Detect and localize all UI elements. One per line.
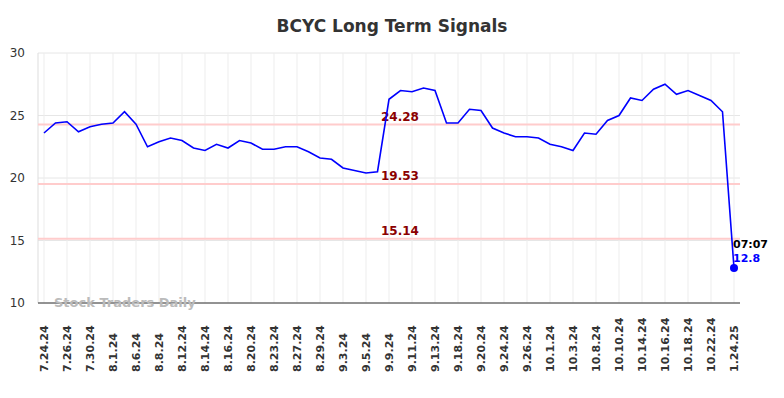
x-tick-label: 8.20.24 xyxy=(245,325,258,372)
time-label: 07:07 xyxy=(733,238,768,251)
grid-line xyxy=(136,53,137,303)
grid-line xyxy=(205,53,206,303)
grid-line xyxy=(90,53,91,303)
x-tick-label: 9.18.24 xyxy=(452,325,465,372)
grid-line xyxy=(619,53,620,303)
grid-line xyxy=(251,53,252,303)
grid-line xyxy=(228,53,229,303)
grid-line xyxy=(44,53,45,303)
x-tick-label: 7.24.24 xyxy=(38,325,51,372)
x-tick-label: 9.26.24 xyxy=(521,325,534,372)
grid-line xyxy=(458,53,459,303)
reference-line xyxy=(38,238,740,240)
x-tick-label: 8.8.24 xyxy=(153,333,166,372)
grid-line xyxy=(596,53,597,303)
x-tick-label: 10.1.24 xyxy=(544,325,557,372)
last-value-label: 12.8 xyxy=(733,252,760,265)
x-tick-label: 10.16.24 xyxy=(659,317,672,372)
y-axis xyxy=(38,53,39,303)
x-tick-label: 1.24.25 xyxy=(728,325,741,372)
grid-line xyxy=(642,53,643,303)
x-tick-label: 9.3.24 xyxy=(337,333,350,372)
x-tick-label: 8.27.24 xyxy=(291,325,304,372)
x-tick-label: 9.5.24 xyxy=(360,333,373,372)
grid-line xyxy=(527,53,528,303)
y-tick-label: 10 xyxy=(10,296,25,310)
y-tick-label: 30 xyxy=(10,46,25,60)
reference-label: 19.53 xyxy=(381,169,419,183)
grid-line xyxy=(159,53,160,303)
grid-line xyxy=(113,53,114,303)
x-tick-label: 9.11.24 xyxy=(406,325,419,372)
x-tick-label: 7.26.24 xyxy=(61,325,74,372)
grid-line xyxy=(67,53,68,303)
x-tick-label: 9.9.24 xyxy=(383,333,396,372)
price-line xyxy=(44,84,734,268)
x-tick-label: 8.1.24 xyxy=(107,333,120,372)
grid-line xyxy=(550,53,551,303)
y-tick-label: 20 xyxy=(10,171,25,185)
grid-line xyxy=(182,53,183,303)
grid-line xyxy=(297,53,298,303)
x-tick-label: 8.29.24 xyxy=(314,325,327,372)
grid-line xyxy=(366,53,367,303)
chart: BCYC Long Term Signals 10 15 20 25 30 7.24.24 7… xyxy=(0,0,784,398)
grid-line xyxy=(504,53,505,303)
x-tick-label: 10.3.24 xyxy=(567,325,580,372)
reference-label: 15.14 xyxy=(381,224,419,238)
reference-line xyxy=(38,124,740,126)
grid-line xyxy=(274,53,275,303)
x-tick-label: 9.20.24 xyxy=(475,325,488,372)
x-tick-label: 8.12.24 xyxy=(176,325,189,372)
x-tick-label: 9.13.24 xyxy=(429,325,442,372)
x-tick-label: 9.24.24 xyxy=(498,325,511,372)
title: BCYC Long Term Signals xyxy=(277,16,508,36)
x-tick-label: 10.14.24 xyxy=(636,317,649,372)
last-point xyxy=(730,264,738,272)
x-tick-label: 10.18.24 xyxy=(682,317,695,372)
y-tick-label: 25 xyxy=(10,109,25,123)
watermark: Stock Traders Daily xyxy=(54,295,196,310)
grid-line xyxy=(711,53,712,303)
reference-line xyxy=(38,183,740,185)
x-tick-label: 8.6.24 xyxy=(130,333,143,372)
grid-line xyxy=(320,53,321,303)
x-tick-label: 8.23.24 xyxy=(268,325,281,372)
x-tick-label: 10.22.24 xyxy=(705,317,718,372)
grid-line xyxy=(481,53,482,303)
y-tick-label: 15 xyxy=(10,234,25,248)
grid-line xyxy=(573,53,574,303)
x-tick-label: 8.14.24 xyxy=(199,325,212,372)
grid-line xyxy=(665,53,666,303)
x-tick-label: 8.16.24 xyxy=(222,325,235,372)
plot-area xyxy=(44,84,738,272)
x-tick-label: 7.30.24 xyxy=(84,325,97,372)
grid-line xyxy=(343,53,344,303)
x-tick-label: 10.8.24 xyxy=(590,325,603,372)
x-tick-label: 10.10.24 xyxy=(613,317,626,372)
